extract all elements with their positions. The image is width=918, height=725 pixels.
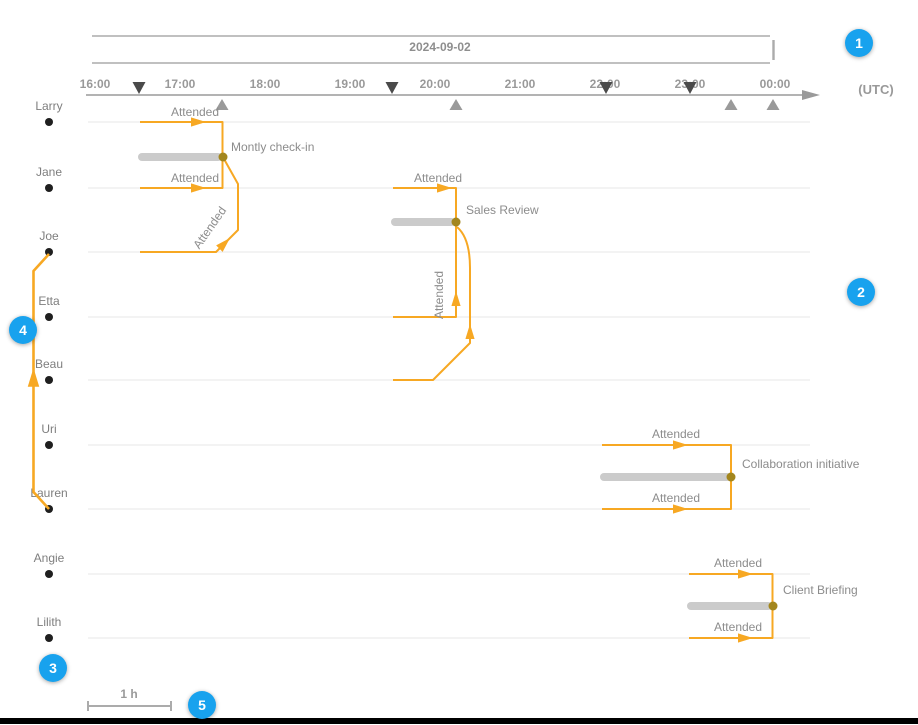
attendee-link [140,121,224,157]
person-dot [45,184,53,192]
attended-label: Attended [652,427,700,441]
people-rows: Larry Jane Joe Etta Beau Uri [30,99,810,642]
person-row: Beau [35,357,810,384]
person-name: Lilith [37,615,62,629]
person-name: Beau [35,357,63,371]
axis-tick-label: 18:00 [250,77,281,91]
badge-number: 4 [19,322,27,338]
timezone-label: (UTC) [858,82,893,97]
badge-number: 5 [198,697,206,713]
axis-tick-label: 00:00 [760,77,791,91]
axis-tick-label: 21:00 [505,77,536,91]
axis-tick-label: 16:00 [80,77,111,91]
person-dot [45,634,53,642]
event-collaboration-initiative: Collaboration initiative Attended Attend… [600,427,860,514]
scale-label: 1 h [120,687,137,701]
attendee-link [689,606,774,639]
event-dot[interactable] [451,217,461,227]
person-dot [45,376,53,384]
attended-label: Attended [714,620,762,634]
attendee-link [393,226,457,318]
badge-number: 1 [855,35,863,51]
person-name: Joe [39,229,59,243]
person-name: Jane [36,165,62,179]
badge-number: 2 [857,284,865,300]
person-dot [45,118,53,126]
axis-tick-label: 19:00 [335,77,366,91]
attended-label: Attended [714,556,762,570]
attendee-link [140,157,224,189]
badge-number: 3 [49,660,57,676]
event-label: Sales Review [466,203,539,217]
attendee-link [689,573,774,606]
relation-arrow-lauren-to-joe [27,253,50,510]
scale-legend: 1 h [87,687,172,711]
time-axis: 16:00 17:00 18:00 19:00 20:00 21:00 22:0… [80,77,894,110]
event-dot[interactable] [768,601,778,611]
event-label: Client Briefing [783,583,858,597]
person-dot [45,313,53,321]
annotation-badge-4: 4 [9,316,37,344]
person-name: Etta [38,294,60,308]
event-dot[interactable] [726,472,736,482]
date-label: 2024-09-02 [409,40,471,54]
attended-label: Attended [652,491,700,505]
annotation-badge-2: 2 [847,278,875,306]
person-name: Lauren [30,486,67,500]
annotation-badge-5: 5 [188,691,216,719]
event-label: Collaboration initiative [742,457,860,471]
axis-arrow-icon [802,90,820,100]
badge-circle [9,316,37,344]
person-dot [45,441,53,449]
badge-circle [39,654,67,682]
event-client-briefing: Client Briefing Attended Attended [687,556,858,643]
event-dot[interactable] [218,152,228,162]
attended-label: Attended [171,105,219,119]
event-label: Montly check-in [231,140,314,154]
attended-label: Attended [171,171,219,185]
badge-circle [845,29,873,57]
bottom-border-bar [0,718,918,724]
axis-tick-label: 17:00 [165,77,196,91]
attended-label: Attended [432,271,446,319]
attendee-link [393,187,457,222]
badge-circle [188,691,216,719]
person-dot [45,248,53,256]
axis-tick-label: 20:00 [420,77,451,91]
person-name: Angie [34,551,65,565]
attendee-link [140,158,239,253]
event-sales-review: Sales Review Attended Attended [391,171,539,381]
person-name: Larry [35,99,62,113]
attendee-link [602,444,732,477]
person-name: Uri [41,422,56,436]
attended-label: Attended [414,171,462,185]
person-dot [45,570,53,578]
badge-circle [847,278,875,306]
annotation-badge-1: 1 [845,29,873,57]
annotation-badge-3: 3 [39,654,67,682]
attendee-link [602,477,732,510]
date-range-brush[interactable]: 2024-09-02 [92,35,775,64]
